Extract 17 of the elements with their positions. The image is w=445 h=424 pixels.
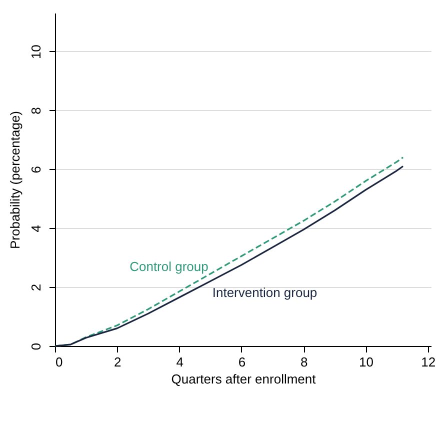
series-label: Intervention group xyxy=(212,285,318,300)
series-label: Control group xyxy=(130,258,208,274)
x-tick-label: 12 xyxy=(421,354,436,370)
x-axis-title: Quarters after enrollment xyxy=(171,372,316,386)
x-tick-label: 10 xyxy=(359,354,374,370)
x-tick-label: 4 xyxy=(176,354,184,370)
y-tick-label: 0 xyxy=(28,342,44,350)
x-tick-label: 0 xyxy=(56,354,63,370)
y-tick-label: 4 xyxy=(28,225,44,232)
y-tick-label: 2 xyxy=(28,284,44,292)
y-axis-title: Probability (percentage) xyxy=(8,110,22,250)
y-tick-label: 8 xyxy=(28,107,44,114)
y-tick-label: 10 xyxy=(28,44,44,60)
x-tick-label: 2 xyxy=(114,354,122,370)
x-tick-label: 6 xyxy=(238,354,246,370)
x-tick-label: 8 xyxy=(300,354,308,370)
y-tick-label: 6 xyxy=(28,166,44,174)
